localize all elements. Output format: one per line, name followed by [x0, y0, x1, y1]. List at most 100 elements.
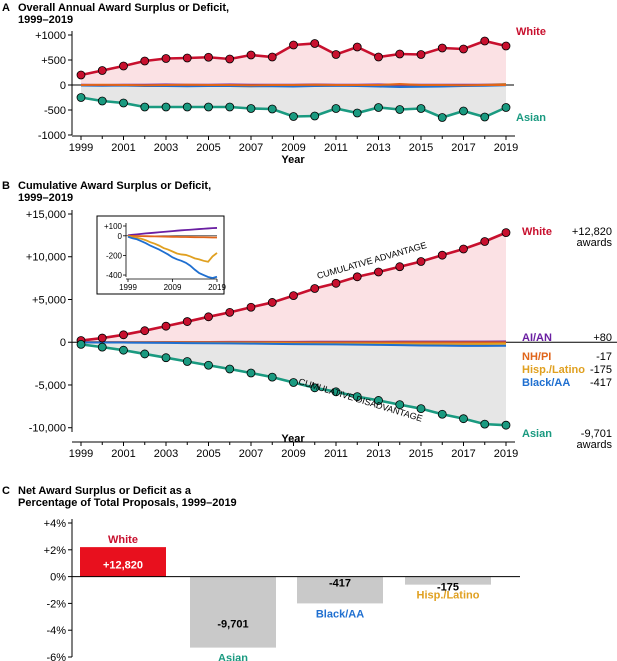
data-point-white — [480, 237, 490, 246]
data-point-asian — [97, 342, 107, 352]
data-point-white — [395, 262, 405, 272]
data-point-white — [161, 54, 171, 63]
data-point-asian — [182, 102, 192, 112]
label-white-unit: awards — [577, 237, 613, 249]
data-point-asian — [182, 357, 192, 366]
panel-a-xlabel: Year — [281, 154, 305, 166]
data-point-asian — [97, 96, 107, 106]
x-tick-label: 2013 — [366, 448, 390, 460]
label-nhpi-value: -17 — [596, 351, 612, 363]
y-tick-label: +5,000 — [32, 294, 66, 306]
data-point-asian — [76, 93, 86, 102]
y-tick-label: +1000 — [35, 30, 66, 42]
data-point-white — [437, 43, 447, 53]
panel-a-plot: -1000 -500 0 +500 +1000 1999 2001 2003 2005 2007 2… — [35, 30, 518, 154]
data-point-asian — [416, 104, 426, 113]
x-tick-label: 2005 — [196, 448, 220, 460]
panel-c-title-line2: Percentage of Total Proposals, 1999–2019 — [18, 497, 237, 509]
label-asian-name: Asian — [522, 428, 552, 440]
y-tick-label: -500 — [44, 105, 66, 117]
data-point-white — [289, 291, 298, 301]
data-point-asian — [289, 378, 298, 387]
inset-x-tick-label: 2009 — [164, 283, 182, 292]
data-point-asian — [225, 102, 235, 112]
panel-b-title: Cumulative Award Surplus or Deficit, — [18, 180, 211, 192]
area-white — [81, 232, 506, 343]
label-black-value: -417 — [590, 377, 612, 389]
data-point-white — [140, 56, 150, 66]
x-tick-label: 1999 — [69, 448, 93, 460]
x-tick-label: 2013 — [366, 142, 390, 154]
panel-c-letter: C — [2, 485, 10, 497]
label-aian-value: +80 — [593, 332, 612, 344]
data-point-white — [204, 52, 213, 62]
x-tick-label: 2003 — [154, 142, 178, 154]
y-tick-label: -1000 — [38, 130, 66, 142]
data-point-white — [310, 284, 320, 293]
data-point-white — [416, 50, 426, 59]
data-point-asian — [140, 102, 150, 112]
data-point-white — [97, 333, 107, 343]
data-point-asian — [459, 106, 468, 116]
data-point-asian — [352, 108, 362, 118]
x-tick-label: 2015 — [409, 142, 433, 154]
panel-b-title-line2: 1999–2019 — [18, 192, 73, 204]
x-tick-label: 2007 — [239, 142, 263, 154]
inset-x-tick-label: 1999 — [119, 283, 137, 292]
bar-value-label: -9,701 — [217, 619, 248, 631]
label-hisp-name: Hisp./Latino — [522, 364, 585, 376]
bar-value-label: -417 — [329, 578, 351, 590]
data-point-asian — [267, 372, 277, 382]
y-tick-label: -6% — [46, 652, 66, 661]
y-tick-label: -4% — [46, 625, 66, 637]
bar-value-label: -175 — [437, 582, 459, 594]
x-tick-label: 2001 — [111, 142, 135, 154]
inset-series-hisp-latino — [127, 235, 218, 263]
x-tick-label: 2017 — [451, 448, 475, 460]
data-point-white — [501, 41, 511, 51]
data-point-asian — [161, 102, 171, 112]
x-tick-label: 2011 — [324, 448, 348, 460]
data-point-asian — [374, 103, 383, 112]
data-point-asian — [204, 102, 213, 112]
panel-b-letter: B — [2, 180, 10, 192]
data-point-white — [97, 66, 107, 75]
panel-c-plot: +4% +2% 0% -2% -4% -6% +12,820 White -9,701 Asian… — [44, 518, 520, 661]
data-point-asian — [225, 364, 235, 374]
inset-y-tick-label: -200 — [106, 251, 123, 260]
y-tick-label: +10,000 — [26, 252, 66, 264]
y-tick-label: +15,000 — [26, 209, 66, 221]
series-line-nh-pi — [80, 82, 506, 87]
data-point-white — [182, 53, 192, 63]
data-point-white — [246, 302, 256, 312]
panel-a-label-asian: Asian — [516, 112, 546, 124]
data-point-white — [331, 50, 341, 59]
y-tick-label: 0 — [60, 80, 66, 92]
panel-b: B Cumulative Award Surplus or Deficit, 1… — [2, 180, 617, 460]
data-point-asian — [119, 98, 128, 108]
data-point-asian — [395, 400, 405, 410]
data-point-white — [119, 61, 128, 71]
y-tick-label: -10,000 — [29, 423, 66, 435]
label-asian-value: -9,701 — [581, 428, 612, 440]
data-point-asian — [267, 104, 277, 114]
x-tick-label: 2009 — [281, 448, 305, 460]
inset-y-tick-label: 0 — [118, 232, 123, 241]
panel-a: A Overall Annual Award Surplus or Defici… — [2, 2, 546, 166]
y-tick-label: -2% — [46, 598, 66, 610]
x-tick-label: 2019 — [494, 142, 518, 154]
data-point-white — [459, 244, 468, 254]
data-point-white — [119, 330, 128, 340]
x-tick-label: 2005 — [196, 142, 220, 154]
bar-category-label: Hisp./Latino — [417, 590, 480, 602]
data-point-asian — [310, 383, 320, 393]
x-tick-label: 2003 — [154, 448, 178, 460]
data-point-white — [267, 298, 277, 307]
panel-c: C Net Award Surplus or Deficit as a Perc… — [2, 485, 520, 661]
x-tick-label: 2009 — [281, 142, 305, 154]
inset-series-ai-an — [127, 227, 218, 237]
panel-a-letter: A — [2, 2, 10, 14]
data-point-white — [331, 278, 341, 288]
bar-black-aa — [297, 576, 383, 604]
